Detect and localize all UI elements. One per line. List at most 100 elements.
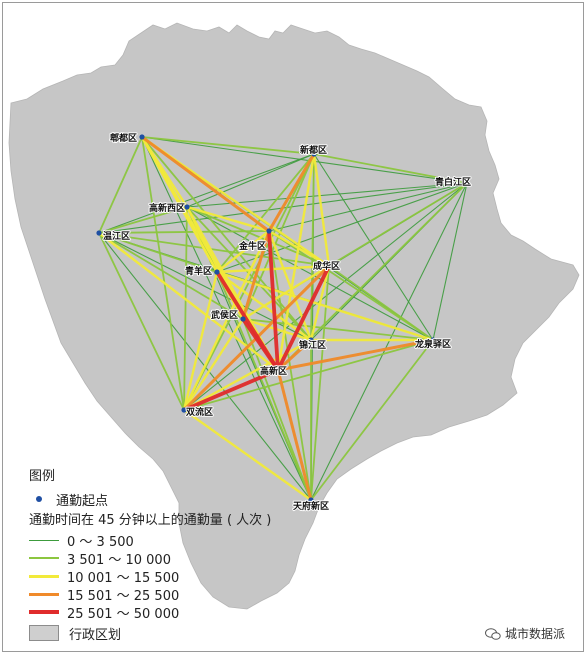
flow-line-qingbaijiang-shuangliu	[183, 182, 468, 411]
legend-line-c2	[29, 557, 59, 559]
flow-line-xindu-jinjiang	[310, 153, 315, 341]
origin-points	[96, 134, 470, 503]
origin-point-qingyang	[214, 269, 220, 275]
district-label-wenjiang: 温江区	[103, 230, 130, 242]
district-label-xindu: 新都区	[300, 144, 327, 156]
flow-line-longquanyi-gaoxin	[276, 338, 435, 372]
legend-class-c3: 10 001 ～ 15 500	[29, 567, 271, 586]
origin-point-qingbaijiang	[464, 180, 470, 186]
district-label-qingbaijiang: 青白江区	[435, 176, 471, 188]
flow-line-jinniu-jinjiang	[267, 229, 313, 342]
commute-flow-lines	[97, 135, 468, 502]
flow-line-wuhou-gaoxin	[241, 317, 280, 372]
legend-line-c4	[29, 592, 59, 596]
flow-line-xindu-qingbaijiang	[313, 153, 468, 184]
district-label-pixian: 郫都区	[110, 132, 137, 144]
legend-origin-label: 通勤起点	[56, 493, 109, 509]
legend-range-c3: 10 001 ～ 15 500	[67, 570, 180, 586]
flow-line-pixian-xindu	[141, 136, 315, 155]
flow-line-pixian-qingyang	[140, 135, 219, 274]
legend-line-c1	[29, 539, 59, 541]
legend-class-c1: 0 ～ 3 500	[29, 531, 271, 550]
origin-point-chenghua	[326, 263, 332, 269]
flow-line-chenghua-jinjiang	[309, 264, 331, 342]
flow-line-xindu-chenghua	[312, 152, 331, 268]
flow-line-jinjiang-shuangliu	[182, 338, 313, 412]
flow-line-qingyang-jinjiang	[215, 270, 313, 342]
flow-line-chenghua-longquanyi	[328, 265, 434, 341]
origin-point-wuhou	[240, 316, 246, 322]
flow-line-jinjiang-gaoxin	[276, 338, 313, 372]
flow-line-jinniu-chenghua	[267, 229, 331, 268]
flow-line-qingbaijiang-longquanyi	[432, 182, 468, 341]
district-label-shuangliu: 双流区	[186, 406, 213, 418]
flow-line-pixian-jinjiang	[141, 136, 312, 341]
legend-flow-title: 通勤时间在 45 分钟以上的通勤量 ( 人次 )	[29, 513, 272, 528]
legend-line-c3	[29, 574, 59, 578]
flow-line-wenjiang-jinniu	[98, 230, 270, 234]
flow-line-xindu-jinniu	[267, 152, 316, 233]
flow-line-wenjiang-gaoxinxi	[98, 206, 188, 234]
wechat-icon	[484, 627, 501, 640]
flow-line-pixian-wenjiang	[98, 136, 143, 234]
flow-line-jinniu-shuangliu	[182, 229, 271, 412]
flow-line-gaoxinxi-jinniu	[185, 205, 271, 233]
district-label-jinjiang: 锦江区	[299, 339, 326, 351]
flow-line-gaoxinxi-longquanyi	[186, 206, 434, 341]
district-label-chenghua: 成华区	[313, 260, 340, 272]
legend-class-c4: 15 501 ～ 25 500	[29, 585, 271, 604]
flow-line-chenghua-gaoxin	[276, 264, 331, 372]
district-label-longquanyi: 龙泉驿区	[414, 338, 451, 350]
flow-line-chenghua-tianfu	[310, 265, 330, 501]
flow-line-qingbaijiang-tianfu	[310, 182, 468, 501]
origin-point-symbol	[36, 496, 42, 502]
legend-range-c1: 0 ～ 3 500	[67, 534, 134, 550]
flow-line-qingbaijiang-qingyang	[216, 182, 468, 273]
flow-line-wenjiang-wuhou	[98, 232, 244, 320]
flow-line-jinniu-longquanyi	[268, 230, 434, 341]
district-label-gaoxinxi: 高新西区	[149, 202, 185, 214]
origin-point-gaoxin	[275, 367, 281, 373]
flow-line-pixian-shuangliu	[141, 136, 185, 411]
flow-line-wenjiang-chenghua	[98, 232, 330, 267]
district-label-gaoxin: 高新区	[260, 365, 287, 377]
legend-range-c4: 15 501 ～ 25 500	[67, 588, 180, 604]
district-label-wuhou: 武侯区	[211, 309, 238, 321]
flow-line-pixian-qingbaijiang	[141, 136, 468, 184]
watermark-text: 城市数据派	[504, 627, 565, 641]
legend-class-c2: 3 501 ～ 10 000	[29, 549, 271, 568]
flow-line-gaoxin-tianfu	[276, 368, 313, 502]
flow-line-jinniu-qingyang	[215, 229, 271, 274]
origin-point-longquanyi	[430, 337, 436, 343]
origin-point-jinjiang	[308, 337, 314, 343]
flow-line-wenjiang-qingyang	[98, 232, 218, 273]
flow-line-wenjiang-shuangliu	[98, 232, 185, 411]
legend-admin-row: 行政区划	[29, 624, 271, 643]
flow-line-wuhou-tianfu	[242, 318, 312, 501]
flow-line-jinniu-gaoxin	[267, 229, 280, 372]
legend-admin-label: 行政区划	[69, 627, 122, 643]
chengdu-admin-region	[8, 22, 580, 610]
flow-line-xindu-gaoxinxi	[186, 153, 315, 208]
flow-line-gaoxin-shuangliu	[182, 368, 280, 412]
flow-line-jinniu-tianfu	[268, 230, 312, 501]
district-label-qingyang: 青羊区	[185, 265, 212, 277]
legend-origin-row: 通勤起点	[29, 490, 271, 509]
flow-line-xindu-wenjiang	[98, 153, 315, 234]
origin-point-jinniu	[266, 228, 272, 234]
flow-line-longquanyi-tianfu	[310, 339, 434, 501]
flow-line-pixian-gaoxinxi	[140, 135, 189, 209]
flow-line-qingyang-shuangliu	[182, 270, 219, 412]
district-label-jinniu: 金牛区	[238, 240, 266, 252]
flow-line-gaoxinxi-shuangliu	[183, 206, 188, 411]
legend: 图例 通勤起点 通勤时间在 45 分钟以上的通勤量 ( 人次 ) 0 ～ 3 5…	[29, 465, 272, 643]
watermark: 城市数据派	[484, 625, 565, 642]
legend-title: 图例	[29, 469, 56, 484]
legend-class-c5: 25 501 ～ 50 000	[29, 603, 271, 622]
origin-point-xindu	[311, 151, 317, 157]
district-label-tianfu: 天府新区	[293, 500, 329, 512]
origin-point-shuangliu	[181, 407, 187, 413]
flow-line-wuhou-shuangliu	[182, 317, 245, 412]
origin-point-pixian	[139, 134, 145, 140]
